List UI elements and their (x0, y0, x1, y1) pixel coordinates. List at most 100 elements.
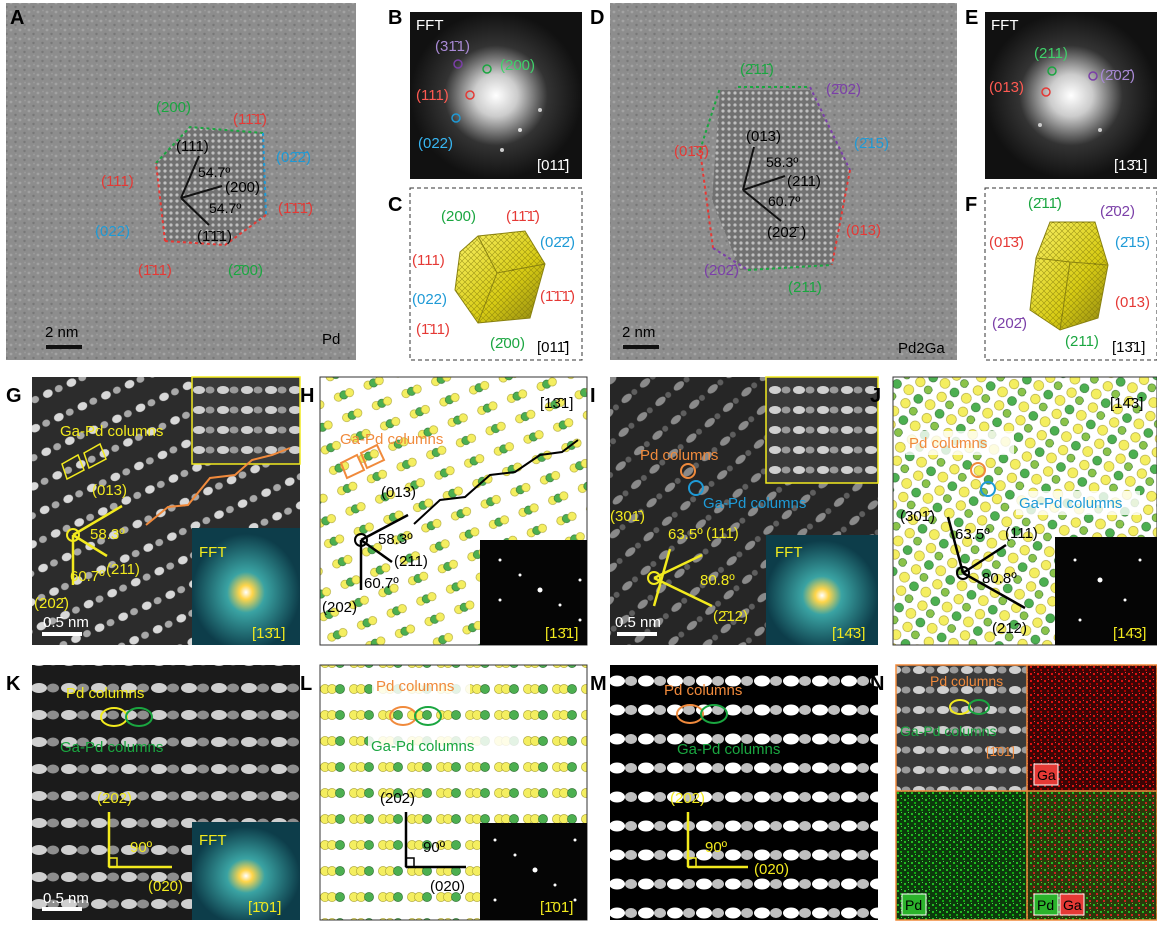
panel-h-plane-211: (211) (394, 553, 428, 570)
panel-f-facet-013: (013) (1115, 294, 1150, 311)
panel-n-overlay-ga: Ga (1063, 897, 1082, 913)
panel-f-facet-211: (211) (1065, 333, 1099, 350)
panel-n-ga-label: Ga (1037, 767, 1056, 783)
panel-letter-a: A (10, 7, 24, 29)
panel-g-plane-211: (211) (106, 561, 140, 578)
panel-c-facet-1-1-1-top: (11̄1̄) (506, 208, 540, 225)
panel-c-facet-0-2-2: (02̄2̄) (540, 234, 575, 251)
panel-a-facet-200: (200) (156, 99, 191, 116)
panel-a-plane-1-1-1: (1̄1̄1) (197, 228, 232, 245)
panel-e-title: FFT (991, 17, 1019, 34)
panel-e (985, 12, 1157, 179)
panel-d-plane-20-2: (202̄ ) (767, 224, 806, 241)
panel-b-title: FFT (416, 17, 444, 34)
panel-letter-g: G (6, 385, 22, 407)
panel-i-angle-1: 63.5º (668, 526, 703, 543)
panel-i-plane-301-: (301̄) (610, 508, 645, 525)
panel-j-plane-111: (111) (1005, 525, 1038, 542)
panel-j-pd-columns: Pd columns (909, 435, 987, 452)
panel-a-plane-200: (200) (225, 179, 260, 196)
panel-d-facet-211: (211) (788, 279, 822, 296)
panel-a-scale-bar-label: 2 nm (45, 324, 78, 341)
panel-c-facet-1-1-1-right: (1̄1̄1̄) (540, 288, 575, 305)
panel-g-angle-2: 60.7º (70, 568, 105, 585)
panel-d-facet-013: (013) (846, 222, 881, 239)
panel-j-angle-2: 80.8º (982, 570, 1017, 587)
panel-m-gapd-columns: Ga-Pd columns (677, 741, 780, 758)
panel-k-gapd-columns: Ga-Pd columns (60, 739, 163, 756)
panel-i-zone: [14̄3] (832, 625, 865, 642)
panel-h-columns-label: Ga-Pd columns (340, 431, 443, 448)
panel-j-inset-zone: [14̄3] (1113, 625, 1146, 642)
panel-d-facet-2-02: (2̄02) (826, 81, 861, 98)
panel-c-facet-022: (022) (412, 291, 447, 308)
panel-f-facet-01-3-: (01̄3̄) (989, 234, 1024, 251)
panel-h-plane-013: (013) (381, 484, 416, 501)
panel-g-plane-013: (013) (92, 482, 127, 499)
panel-k-zone: [1̄01] (248, 899, 281, 916)
panel-e-spot-2-02-: (2̄02̄) (1100, 67, 1135, 84)
panel-a-angle-2: 54.7º (209, 200, 241, 216)
panel-letter-j: J (870, 385, 881, 407)
panel-h (319, 376, 588, 646)
panel-n-gapd-columns: Ga-Pd columns (900, 723, 996, 739)
panel-m-plane-020: (020) (754, 861, 789, 878)
panel-d-plane-013: (013) (746, 128, 781, 145)
panel-l-plane-202: (202) (380, 790, 415, 807)
panel-b-spot-111: (111) (416, 87, 449, 104)
panel-k-plane-202: (202) (97, 790, 132, 807)
panel-d-material: Pd2Ga (898, 340, 945, 357)
panel-d-facet-01-3-: (01̄3̄) (674, 143, 709, 160)
panel-c-facet-200: (200) (441, 208, 476, 225)
panel-letter-k: K (6, 673, 21, 695)
panel-h-zone: [13̄1] (540, 395, 573, 412)
panel-letter-l: L (300, 673, 312, 695)
panel-g-zone: [13̄1] (252, 625, 285, 642)
panel-n-overlay-pd: Pd (1037, 897, 1054, 913)
panel-c-facet-2-00: (2̄00) (490, 335, 525, 352)
panel-a-facet-022: (022) (95, 223, 130, 240)
panel-d-facet-202-: (202̄) (704, 262, 739, 279)
panel-f-facet-2-11-: (2̄11̄) (1028, 195, 1062, 212)
panel-f-facet-2-02: (2̄02) (1100, 203, 1135, 220)
panel-m-angle: 90º (705, 839, 728, 856)
panel-m-pd-columns: Pd columns (664, 682, 742, 699)
panel-j-zone: [14̄3] (1110, 395, 1143, 412)
panel-j-plane-301-: (301̄) (900, 508, 935, 525)
panel-i-pd-columns: Pd columns (640, 447, 718, 464)
panel-j (892, 376, 1157, 646)
panel-c-zone: [011̄] (537, 339, 569, 356)
panel-k-pd-columns: Pd columns (66, 685, 144, 702)
panel-e-zone: [13̄1] (1114, 157, 1147, 174)
panel-n-pd-columns: Pd columns (930, 673, 1003, 689)
panel-k-scale-bar-label: 0.5 nm (43, 890, 89, 907)
panel-d-angle-1: 58.3º (766, 154, 798, 170)
panel-f-facet-202-: (202̄) (992, 315, 1027, 332)
panel-n-pd-label: Pd (905, 897, 922, 913)
panel-n (895, 664, 1157, 921)
panel-letter-h: H (300, 385, 314, 407)
panel-g-angle-1: 58.3º (90, 526, 125, 543)
panel-a-plane-111: (111) (176, 138, 209, 155)
panel-f-facet-2-15: (2̄15) (1115, 234, 1150, 251)
panel-letter-c: C (388, 194, 402, 216)
panel-j-plane-212: (212) (992, 620, 1027, 637)
panel-k (32, 665, 300, 920)
panel-g-columns-label: Ga-Pd columns (60, 423, 163, 440)
panel-e-spot-013: (013) (989, 79, 1024, 96)
panel-b-spot-311: (31̄1) (435, 38, 470, 55)
panel-k-plane-020: (020) (148, 878, 183, 895)
panel-k-fft-label: FFT (199, 832, 227, 849)
panel-i-angle-2: 80.8º (700, 572, 735, 589)
panel-k-angle: 90º (130, 839, 153, 856)
panel-a (6, 3, 356, 360)
panel-l-pd-columns: Pd columns (376, 678, 454, 695)
panel-h-inset-zone: [13̄1] (545, 625, 578, 642)
panel-l-angle: 90º (423, 839, 446, 856)
panel-c (409, 187, 583, 361)
panel-letter-d: D (590, 7, 604, 29)
panel-l (319, 664, 588, 921)
panel-a-facet-111-bottom: (1̄11) (138, 262, 172, 279)
panel-j-gapd-columns: Ga-Pd columns (1019, 495, 1122, 512)
